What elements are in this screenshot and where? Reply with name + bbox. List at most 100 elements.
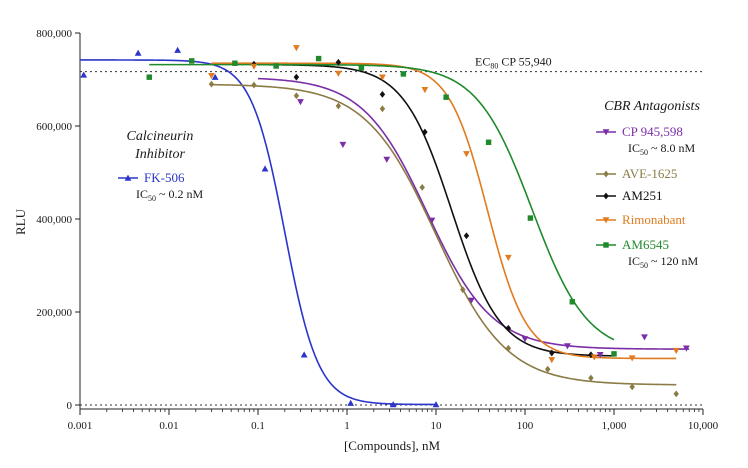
legend-item-cp-945-598: CP 945,598 IC50 ~ 8.0 nM: [596, 124, 695, 157]
legend-label: AVE-1625: [622, 166, 677, 181]
data-point-am251: [293, 73, 300, 81]
data-point-fk-506: [389, 401, 397, 408]
x-tick-label: 10: [431, 420, 443, 432]
data-point-ave-1625: [335, 102, 342, 110]
x-tick-label: 1: [344, 420, 350, 432]
data-point-am251: [335, 58, 342, 66]
legend-title-calcineurin: Inhibitor: [134, 147, 185, 162]
data-point-cp-945-598: [468, 297, 475, 304]
data-point-am6545: [527, 215, 534, 221]
data-point-ave-1625: [208, 80, 215, 88]
legend-marker: [603, 170, 609, 178]
data-point-fk-506: [174, 46, 182, 53]
legend-label: CP 945,598: [622, 124, 683, 139]
data-point-rimonabant: [292, 45, 300, 52]
data-point-am251: [549, 349, 555, 357]
data-point-am6545: [358, 65, 365, 71]
data-point-fk-506: [80, 71, 88, 78]
x-axis-label: [Compounds], nM: [344, 438, 441, 453]
data-point-ave-1625: [673, 390, 679, 398]
ic50-note: IC50 ~ 0.2 nM: [136, 187, 203, 203]
legend-title-calcineurin: Calcineurin: [127, 129, 194, 144]
data-point-rimonabant: [504, 254, 512, 261]
legend-label: AM6545: [622, 237, 669, 252]
x-tick-label: 1,000: [602, 420, 627, 432]
legend-label: FK-506: [144, 170, 185, 185]
legend-item-fk-506: FK-506 IC50 ~ 0.2 nM: [118, 170, 203, 203]
data-point-ave-1625: [293, 92, 300, 100]
data-point-am6545: [232, 60, 238, 66]
data-point-rimonabant: [208, 73, 215, 80]
fit-curves: [80, 59, 690, 406]
data-point-am6545: [443, 94, 449, 100]
data-point-fk-506: [347, 399, 355, 406]
data-point-cp-945-598: [521, 336, 529, 343]
x-tick-label: 0.1: [251, 420, 265, 432]
data-point-ave-1625: [460, 286, 466, 294]
data-point-cp-945-598: [428, 217, 436, 224]
x-tick-label: 0.01: [159, 420, 178, 432]
data-point-fk-506: [432, 401, 440, 408]
data-point-fk-506: [134, 49, 142, 56]
fit-curve-cp-945-598: [257, 77, 690, 350]
fit-curve-am251: [258, 63, 615, 357]
data-point-ave-1625: [544, 365, 551, 373]
data-point-am251: [379, 90, 386, 98]
data-point-am6545: [611, 351, 617, 357]
legend-label: Rimonabant: [622, 212, 686, 227]
data-point-am6545: [569, 299, 576, 305]
data-point-ave-1625: [251, 81, 257, 89]
data-point-rimonabant: [672, 347, 680, 354]
data-points: [80, 45, 690, 408]
data-point-ave-1625: [379, 105, 386, 113]
legend-item-am6545: AM6545 IC50 ~ 120 nM: [596, 237, 698, 270]
data-point-cp-945-598: [564, 343, 571, 350]
legend-item-am251: AM251: [596, 188, 662, 203]
data-point-fk-506: [261, 165, 269, 172]
data-point-am251: [422, 128, 428, 136]
legend-marker: [603, 242, 609, 248]
y-axis-label: RLU: [13, 208, 28, 235]
legend-marker: [602, 129, 610, 136]
data-point-ave-1625: [629, 383, 635, 391]
fit-curve-am6545: [149, 63, 615, 341]
fit-curve-fk-506: [80, 59, 436, 406]
data-point-fk-506: [211, 73, 219, 80]
y-tick-label: 600,000: [36, 121, 72, 133]
data-point-cp-945-598: [297, 99, 304, 106]
data-point-cp-945-598: [682, 345, 690, 352]
data-point-fk-506: [300, 351, 308, 358]
data-point-am6545: [485, 139, 492, 145]
data-point-am6545: [315, 55, 322, 62]
fit-curve-rimonabant: [211, 62, 677, 360]
data-point-am6545: [273, 63, 279, 69]
legend-marker: [603, 192, 609, 200]
data-point-rimonabant: [463, 151, 470, 158]
fit-curve-ave-1625: [211, 83, 677, 386]
ec80-label: EC80 CP 55,940: [475, 55, 552, 71]
data-point-am6545: [400, 71, 407, 77]
y-tick-label: 0: [67, 400, 73, 412]
data-point-ave-1625: [419, 183, 425, 191]
data-point-rimonabant: [334, 70, 342, 77]
data-point-am251: [463, 232, 470, 240]
legend-item-ave-1625: AVE-1625: [596, 166, 677, 181]
y-tick-label: 400,000: [36, 214, 72, 226]
data-point-rimonabant: [250, 63, 258, 70]
data-point-cp-945-598: [641, 334, 648, 341]
data-point-ave-1625: [505, 344, 512, 352]
legend-marker: [124, 174, 132, 181]
legend: Calcineurin Inhibitor FK-506 IC50 ~ 0.2 nM C…: [118, 99, 700, 270]
legend-label: AM251: [622, 188, 662, 203]
data-point-am251: [588, 351, 594, 359]
x-tick-label: 10,000: [688, 420, 719, 432]
data-point-rimonabant: [590, 354, 598, 361]
data-point-rimonabant: [628, 355, 636, 362]
data-point-am6545: [188, 58, 195, 64]
data-point-am251: [505, 324, 512, 332]
ic50-note: IC50 ~ 120 nM: [628, 254, 698, 270]
data-point-rimonabant: [421, 87, 429, 94]
data-point-rimonabant: [548, 357, 556, 364]
x-tick-label: 100: [517, 420, 534, 432]
